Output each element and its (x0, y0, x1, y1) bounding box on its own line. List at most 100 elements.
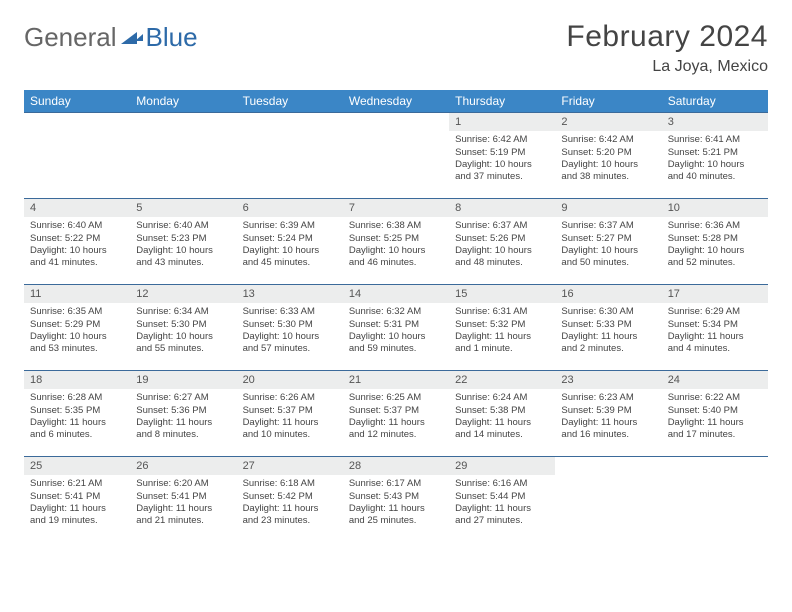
day-details: Sunrise: 6:41 AMSunset: 5:21 PMDaylight:… (662, 131, 768, 187)
daylight-text: Daylight: 10 hours and 41 minutes. (30, 245, 124, 270)
day-number: 12 (130, 285, 236, 303)
calendar-cell: 8Sunrise: 6:37 AMSunset: 5:26 PMDaylight… (449, 199, 555, 285)
sunrise-text: Sunrise: 6:16 AM (455, 478, 549, 490)
sunset-text: Sunset: 5:44 PM (455, 491, 549, 503)
day-details: Sunrise: 6:20 AMSunset: 5:41 PMDaylight:… (130, 475, 236, 531)
sunrise-text: Sunrise: 6:30 AM (561, 306, 655, 318)
sunset-text: Sunset: 5:35 PM (30, 405, 124, 417)
day-details: Sunrise: 6:30 AMSunset: 5:33 PMDaylight:… (555, 303, 661, 359)
sunrise-text: Sunrise: 6:20 AM (136, 478, 230, 490)
daylight-text: Daylight: 10 hours and 37 minutes. (455, 159, 549, 184)
calendar-cell: .. (24, 113, 130, 199)
calendar-cell: .. (343, 113, 449, 199)
sunset-text: Sunset: 5:28 PM (668, 233, 762, 245)
calendar-row: ........1Sunrise: 6:42 AMSunset: 5:19 PM… (24, 113, 768, 199)
calendar-cell: 24Sunrise: 6:22 AMSunset: 5:40 PMDayligh… (662, 371, 768, 457)
sunset-text: Sunset: 5:34 PM (668, 319, 762, 331)
calendar-cell: 15Sunrise: 6:31 AMSunset: 5:32 PMDayligh… (449, 285, 555, 371)
sunrise-text: Sunrise: 6:37 AM (455, 220, 549, 232)
daylight-text: Daylight: 11 hours and 21 minutes. (136, 503, 230, 528)
daylight-text: Daylight: 11 hours and 10 minutes. (243, 417, 337, 442)
daylight-text: Daylight: 11 hours and 16 minutes. (561, 417, 655, 442)
calendar-row: 25Sunrise: 6:21 AMSunset: 5:41 PMDayligh… (24, 457, 768, 543)
sunset-text: Sunset: 5:29 PM (30, 319, 124, 331)
day-number: 4 (24, 199, 130, 217)
day-number: 28 (343, 457, 449, 475)
calendar-cell: 23Sunrise: 6:23 AMSunset: 5:39 PMDayligh… (555, 371, 661, 457)
calendar-cell: .. (237, 113, 343, 199)
day-number: 7 (343, 199, 449, 217)
sunrise-text: Sunrise: 6:42 AM (455, 134, 549, 146)
day-details: Sunrise: 6:26 AMSunset: 5:37 PMDaylight:… (237, 389, 343, 445)
day-number: 10 (662, 199, 768, 217)
logo-mark-icon (121, 20, 143, 51)
day-details: Sunrise: 6:37 AMSunset: 5:26 PMDaylight:… (449, 217, 555, 273)
calendar-cell: 25Sunrise: 6:21 AMSunset: 5:41 PMDayligh… (24, 457, 130, 543)
sunset-text: Sunset: 5:25 PM (349, 233, 443, 245)
day-number: 21 (343, 371, 449, 389)
day-number: 23 (555, 371, 661, 389)
day-header: Thursday (449, 90, 555, 113)
sunset-text: Sunset: 5:31 PM (349, 319, 443, 331)
day-number: 29 (449, 457, 555, 475)
daylight-text: Daylight: 11 hours and 4 minutes. (668, 331, 762, 356)
calendar-cell: 6Sunrise: 6:39 AMSunset: 5:24 PMDaylight… (237, 199, 343, 285)
sunset-text: Sunset: 5:23 PM (136, 233, 230, 245)
sunrise-text: Sunrise: 6:34 AM (136, 306, 230, 318)
daylight-text: Daylight: 11 hours and 12 minutes. (349, 417, 443, 442)
sunrise-text: Sunrise: 6:32 AM (349, 306, 443, 318)
day-details: Sunrise: 6:29 AMSunset: 5:34 PMDaylight:… (662, 303, 768, 359)
day-details: Sunrise: 6:32 AMSunset: 5:31 PMDaylight:… (343, 303, 449, 359)
daylight-text: Daylight: 11 hours and 23 minutes. (243, 503, 337, 528)
sunrise-text: Sunrise: 6:31 AM (455, 306, 549, 318)
calendar-cell: 26Sunrise: 6:20 AMSunset: 5:41 PMDayligh… (130, 457, 236, 543)
day-details: Sunrise: 6:40 AMSunset: 5:22 PMDaylight:… (24, 217, 130, 273)
day-details: Sunrise: 6:18 AMSunset: 5:42 PMDaylight:… (237, 475, 343, 531)
calendar-cell: 21Sunrise: 6:25 AMSunset: 5:37 PMDayligh… (343, 371, 449, 457)
sunrise-text: Sunrise: 6:17 AM (349, 478, 443, 490)
daylight-text: Daylight: 11 hours and 17 minutes. (668, 417, 762, 442)
day-number: 1 (449, 113, 555, 131)
daylight-text: Daylight: 11 hours and 25 minutes. (349, 503, 443, 528)
sunrise-text: Sunrise: 6:29 AM (668, 306, 762, 318)
sunset-text: Sunset: 5:21 PM (668, 147, 762, 159)
calendar-cell: 5Sunrise: 6:40 AMSunset: 5:23 PMDaylight… (130, 199, 236, 285)
calendar-cell: 19Sunrise: 6:27 AMSunset: 5:36 PMDayligh… (130, 371, 236, 457)
day-number: 2 (555, 113, 661, 131)
day-header: Sunday (24, 90, 130, 113)
sunrise-text: Sunrise: 6:40 AM (30, 220, 124, 232)
calendar-cell: .. (555, 457, 661, 543)
day-details: Sunrise: 6:36 AMSunset: 5:28 PMDaylight:… (662, 217, 768, 273)
calendar-cell: 3Sunrise: 6:41 AMSunset: 5:21 PMDaylight… (662, 113, 768, 199)
daylight-text: Daylight: 10 hours and 50 minutes. (561, 245, 655, 270)
day-number: 16 (555, 285, 661, 303)
daylight-text: Daylight: 11 hours and 8 minutes. (136, 417, 230, 442)
calendar-cell: 16Sunrise: 6:30 AMSunset: 5:33 PMDayligh… (555, 285, 661, 371)
sunset-text: Sunset: 5:38 PM (455, 405, 549, 417)
day-number: 15 (449, 285, 555, 303)
day-details: Sunrise: 6:34 AMSunset: 5:30 PMDaylight:… (130, 303, 236, 359)
calendar-cell: 14Sunrise: 6:32 AMSunset: 5:31 PMDayligh… (343, 285, 449, 371)
day-details: Sunrise: 6:16 AMSunset: 5:44 PMDaylight:… (449, 475, 555, 531)
sunset-text: Sunset: 5:37 PM (243, 405, 337, 417)
month-title: February 2024 (566, 20, 768, 54)
sunset-text: Sunset: 5:36 PM (136, 405, 230, 417)
daylight-text: Daylight: 10 hours and 52 minutes. (668, 245, 762, 270)
daylight-text: Daylight: 10 hours and 48 minutes. (455, 245, 549, 270)
calendar-cell: 11Sunrise: 6:35 AMSunset: 5:29 PMDayligh… (24, 285, 130, 371)
calendar-cell: 27Sunrise: 6:18 AMSunset: 5:42 PMDayligh… (237, 457, 343, 543)
day-details: Sunrise: 6:27 AMSunset: 5:36 PMDaylight:… (130, 389, 236, 445)
calendar-row: 18Sunrise: 6:28 AMSunset: 5:35 PMDayligh… (24, 371, 768, 457)
calendar-row: 11Sunrise: 6:35 AMSunset: 5:29 PMDayligh… (24, 285, 768, 371)
daylight-text: Daylight: 10 hours and 53 minutes. (30, 331, 124, 356)
day-details: Sunrise: 6:23 AMSunset: 5:39 PMDaylight:… (555, 389, 661, 445)
calendar-cell: .. (662, 457, 768, 543)
calendar-cell: 18Sunrise: 6:28 AMSunset: 5:35 PMDayligh… (24, 371, 130, 457)
day-details: Sunrise: 6:38 AMSunset: 5:25 PMDaylight:… (343, 217, 449, 273)
day-header: Monday (130, 90, 236, 113)
calendar-cell: 10Sunrise: 6:36 AMSunset: 5:28 PMDayligh… (662, 199, 768, 285)
sunrise-text: Sunrise: 6:39 AM (243, 220, 337, 232)
sunset-text: Sunset: 5:37 PM (349, 405, 443, 417)
calendar-cell: 9Sunrise: 6:37 AMSunset: 5:27 PMDaylight… (555, 199, 661, 285)
sunrise-text: Sunrise: 6:41 AM (668, 134, 762, 146)
